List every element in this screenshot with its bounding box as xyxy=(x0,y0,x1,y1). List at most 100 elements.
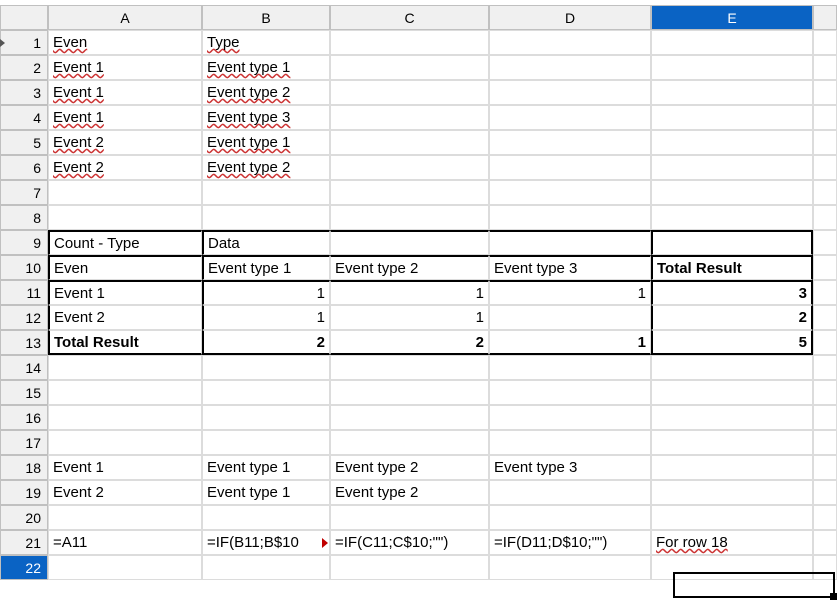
cell-C9[interactable] xyxy=(330,230,489,255)
row-header-4[interactable]: 4 xyxy=(0,105,48,130)
cell-E16[interactable] xyxy=(651,405,813,430)
row-header-15[interactable]: 15 xyxy=(0,380,48,405)
row-header-22[interactable]: 22 xyxy=(0,555,48,580)
cell-A4[interactable]: Event 1 xyxy=(48,105,202,130)
cell-D5[interactable] xyxy=(489,130,651,155)
cell-extra-2[interactable] xyxy=(813,55,837,80)
cell-B22[interactable] xyxy=(202,555,330,580)
cell-extra-4[interactable] xyxy=(813,105,837,130)
cell-A17[interactable] xyxy=(48,430,202,455)
cell-B6[interactable]: Event type 2 xyxy=(202,155,330,180)
cell-B7[interactable] xyxy=(202,180,330,205)
cell-E17[interactable] xyxy=(651,430,813,455)
row-header-13[interactable]: 13 xyxy=(0,330,48,355)
col-header-C[interactable]: C xyxy=(330,5,489,30)
cell-C3[interactable] xyxy=(330,80,489,105)
row-header-19[interactable]: 19 xyxy=(0,480,48,505)
cell-A6[interactable]: Event 2 xyxy=(48,155,202,180)
cell-A8[interactable] xyxy=(48,205,202,230)
cell-B4[interactable]: Event type 3 xyxy=(202,105,330,130)
cell-A10[interactable]: Even xyxy=(48,255,202,280)
cell-extra-9[interactable] xyxy=(813,230,837,255)
cell-E18[interactable] xyxy=(651,455,813,480)
cell-C6[interactable] xyxy=(330,155,489,180)
cell-B17[interactable] xyxy=(202,430,330,455)
cell-D6[interactable] xyxy=(489,155,651,180)
cell-C16[interactable] xyxy=(330,405,489,430)
cell-extra-3[interactable] xyxy=(813,80,837,105)
cell-E20[interactable] xyxy=(651,505,813,530)
cell-B2[interactable]: Event type 1 xyxy=(202,55,330,80)
cell-D15[interactable] xyxy=(489,380,651,405)
cell-E4[interactable] xyxy=(651,105,813,130)
cell-D22[interactable] xyxy=(489,555,651,580)
cell-C14[interactable] xyxy=(330,355,489,380)
cell-D18[interactable]: Event type 3 xyxy=(489,455,651,480)
cell-D13[interactable]: 1 xyxy=(489,330,651,355)
cell-E15[interactable] xyxy=(651,380,813,405)
cell-B12[interactable]: 1 xyxy=(202,305,330,330)
cell-E19[interactable] xyxy=(651,480,813,505)
cell-E8[interactable] xyxy=(651,205,813,230)
row-header-6[interactable]: 6 xyxy=(0,155,48,180)
row-header-1[interactable]: 1 xyxy=(0,30,48,55)
cell-B11[interactable]: 1 xyxy=(202,280,330,305)
cell-E1[interactable] xyxy=(651,30,813,55)
cell-extra-15[interactable] xyxy=(813,380,837,405)
cell-D9[interactable] xyxy=(489,230,651,255)
cell-C5[interactable] xyxy=(330,130,489,155)
cell-B1[interactable]: Type xyxy=(202,30,330,55)
cell-extra-10[interactable] xyxy=(813,255,837,280)
cell-extra-8[interactable] xyxy=(813,205,837,230)
row-header-8[interactable]: 8 xyxy=(0,205,48,230)
row-header-5[interactable]: 5 xyxy=(0,130,48,155)
cell-C19[interactable]: Event type 2 xyxy=(330,480,489,505)
row-header-11[interactable]: 11 xyxy=(0,280,48,305)
cell-D12[interactable] xyxy=(489,305,651,330)
cell-B19[interactable]: Event type 1 xyxy=(202,480,330,505)
col-header-E[interactable]: E xyxy=(651,5,813,30)
cell-A16[interactable] xyxy=(48,405,202,430)
cell-B18[interactable]: Event type 1 xyxy=(202,455,330,480)
row-header-17[interactable]: 17 xyxy=(0,430,48,455)
cell-C4[interactable] xyxy=(330,105,489,130)
row-header-10[interactable]: 10 xyxy=(0,255,48,280)
cell-extra-1[interactable] xyxy=(813,30,837,55)
cell-extra-13[interactable] xyxy=(813,330,837,355)
cell-E10[interactable]: Total Result xyxy=(651,255,813,280)
cell-A15[interactable] xyxy=(48,380,202,405)
cell-B10[interactable]: Event type 1 xyxy=(202,255,330,280)
cell-extra-16[interactable] xyxy=(813,405,837,430)
cell-A18[interactable]: Event 1 xyxy=(48,455,202,480)
cell-C21[interactable]: =IF(C11;C$10;"") xyxy=(330,530,489,555)
row-header-18[interactable]: 18 xyxy=(0,455,48,480)
cell-D1[interactable] xyxy=(489,30,651,55)
cell-C13[interactable]: 2 xyxy=(330,330,489,355)
cell-C8[interactable] xyxy=(330,205,489,230)
cell-E6[interactable] xyxy=(651,155,813,180)
cell-D17[interactable] xyxy=(489,430,651,455)
cell-B8[interactable] xyxy=(202,205,330,230)
cell-C20[interactable] xyxy=(330,505,489,530)
col-header-B[interactable]: B xyxy=(202,5,330,30)
cell-D21[interactable]: =IF(D11;D$10;"") xyxy=(489,530,651,555)
cell-A22[interactable] xyxy=(48,555,202,580)
cell-D3[interactable] xyxy=(489,80,651,105)
cell-D10[interactable]: Event type 3 xyxy=(489,255,651,280)
cell-D2[interactable] xyxy=(489,55,651,80)
cell-C10[interactable]: Event type 2 xyxy=(330,255,489,280)
cell-E5[interactable] xyxy=(651,130,813,155)
cell-extra-17[interactable] xyxy=(813,430,837,455)
cell-E2[interactable] xyxy=(651,55,813,80)
cell-E13[interactable]: 5 xyxy=(651,330,813,355)
row-header-12[interactable]: 12 xyxy=(0,305,48,330)
cell-C17[interactable] xyxy=(330,430,489,455)
cell-A2[interactable]: Event 1 xyxy=(48,55,202,80)
cell-extra-14[interactable] xyxy=(813,355,837,380)
cell-E7[interactable] xyxy=(651,180,813,205)
cell-extra-5[interactable] xyxy=(813,130,837,155)
col-header-extra[interactable] xyxy=(813,5,837,30)
cell-A19[interactable]: Event 2 xyxy=(48,480,202,505)
cell-D19[interactable] xyxy=(489,480,651,505)
cell-A20[interactable] xyxy=(48,505,202,530)
